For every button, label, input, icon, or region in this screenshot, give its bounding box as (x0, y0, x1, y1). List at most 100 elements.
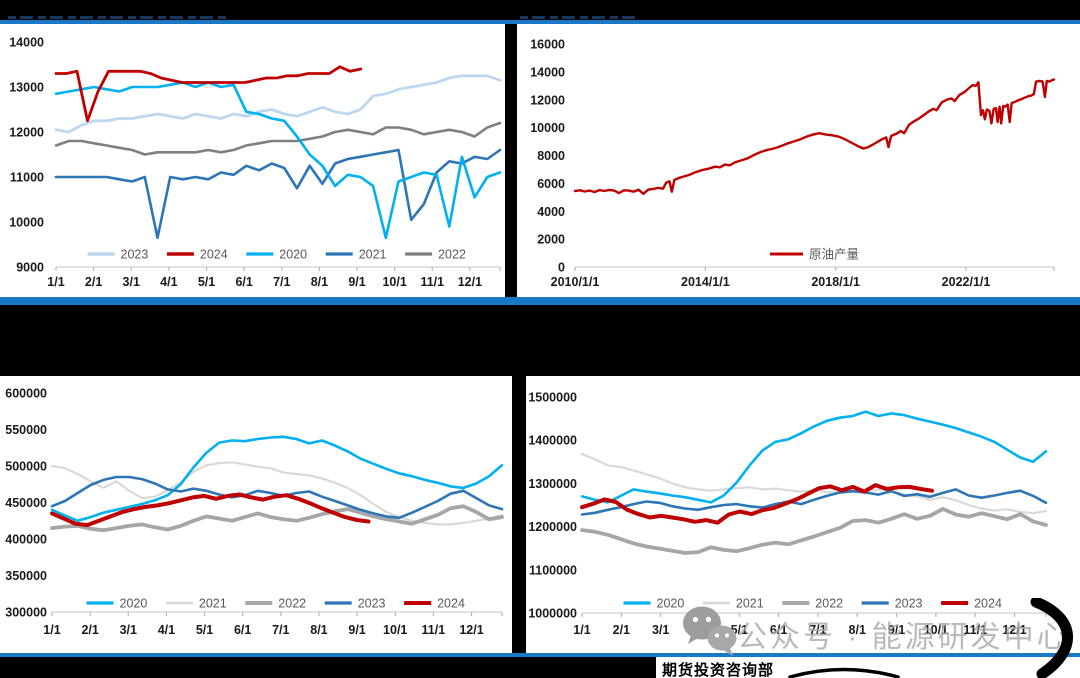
svg-text:12/1: 12/1 (1002, 623, 1026, 637)
svg-text:6/1: 6/1 (234, 623, 251, 637)
line-chart-top-left: 1/1 2/1 3/1 4/1 5/1 6/1 7/1 8/1 9/1 10/1 11/1 12/1 1… (9, 36, 502, 289)
svg-text:12/1: 12/1 (458, 275, 482, 289)
svg-text:550000: 550000 (5, 423, 47, 437)
svg-text:8/1: 8/1 (849, 623, 866, 637)
svg-text:2022/1/1: 2022/1/1 (942, 275, 991, 289)
svg-text:300000: 300000 (5, 606, 47, 620)
middle-black-band (0, 305, 1080, 376)
svg-text:2014/1/1: 2014/1/1 (681, 275, 730, 289)
chart-top-left-seasonal: 1/1 2/1 3/1 4/1 5/1 6/1 7/1 8/1 9/1 10/1 11/1 12/1 1… (0, 24, 505, 297)
divider-vertical-top (505, 24, 517, 297)
svg-text:0: 0 (558, 261, 565, 275)
svg-text:11000: 11000 (10, 171, 44, 185)
svg-text:1300000: 1300000 (528, 477, 577, 491)
watermark-swoosh-bottom (788, 667, 900, 678)
svg-text:1400000: 1400000 (528, 434, 577, 448)
clipped-chart-title-right (520, 16, 640, 19)
svg-text:2024: 2024 (200, 248, 228, 262)
svg-text:1/1: 1/1 (43, 623, 60, 637)
bottom-black-bar (0, 657, 656, 678)
svg-text:8/1: 8/1 (311, 275, 328, 289)
svg-text:9/1: 9/1 (348, 275, 365, 289)
svg-text:10/1: 10/1 (382, 275, 406, 289)
svg-text:500000: 500000 (5, 460, 47, 474)
svg-text:2024: 2024 (974, 597, 1002, 611)
footer-department-label: 期货投资咨询部 (662, 662, 775, 678)
svg-text:450000: 450000 (5, 496, 47, 510)
svg-text:11/1: 11/1 (420, 275, 444, 289)
svg-text:2023: 2023 (358, 597, 386, 611)
svg-text:2021: 2021 (359, 248, 387, 262)
svg-text:2023: 2023 (895, 597, 923, 611)
svg-text:10000: 10000 (530, 121, 565, 135)
svg-text:12000: 12000 (9, 126, 44, 140)
svg-text:600000: 600000 (5, 387, 47, 401)
svg-text:2020: 2020 (279, 248, 307, 262)
chart-bottom-left-seasonal: 1/1 2/1 3/1 4/1 5/1 6/1 7/1 8/1 9/1 10/1 11/1 12/1 6… (0, 376, 512, 653)
svg-text:2/1: 2/1 (81, 623, 98, 637)
svg-text:9000: 9000 (16, 261, 44, 275)
svg-text:2021: 2021 (199, 597, 227, 611)
svg-text:3/1: 3/1 (120, 623, 137, 637)
svg-text:2022: 2022 (278, 597, 306, 611)
svg-text:12000: 12000 (530, 93, 565, 107)
svg-text:6/1: 6/1 (770, 623, 787, 637)
svg-text:1200000: 1200000 (528, 520, 577, 534)
svg-text:2020: 2020 (657, 597, 685, 611)
svg-text:2000: 2000 (537, 233, 565, 247)
svg-text:5/1: 5/1 (196, 623, 213, 637)
line-chart-bottom-right: 1/1 2/1 3/1 4/1 5/1 6/1 7/1 8/1 9/1 10/1 11/1 12/11… (528, 391, 1048, 637)
svg-text:2018/1/1: 2018/1/1 (811, 275, 860, 289)
svg-text:8000: 8000 (537, 149, 565, 163)
svg-text:10/1: 10/1 (924, 623, 948, 637)
chart-top-right-crude-production: 2010/1/1 2014/1/1 2018/1/1 2022/1/1 16000 140… (517, 24, 1080, 297)
svg-text:12/1: 12/1 (459, 623, 483, 637)
svg-text:4/1: 4/1 (691, 623, 708, 637)
svg-text:10000: 10000 (9, 216, 44, 230)
divider-blue-middle (0, 297, 1080, 305)
svg-text:2/1: 2/1 (85, 275, 102, 289)
svg-text:4/1: 4/1 (158, 623, 175, 637)
svg-text:2021: 2021 (736, 597, 764, 611)
svg-text:350000: 350000 (5, 569, 47, 583)
svg-text:6/1: 6/1 (235, 275, 252, 289)
svg-text:1000000: 1000000 (528, 607, 577, 621)
svg-text:11/1: 11/1 (422, 623, 446, 637)
svg-text:6000: 6000 (537, 177, 565, 191)
svg-text:1/1: 1/1 (47, 275, 64, 289)
svg-text:1/1: 1/1 (573, 623, 590, 637)
clipped-chart-title-left (8, 16, 230, 19)
svg-text:13000: 13000 (9, 81, 44, 95)
divider-vertical-bottom (512, 376, 526, 653)
svg-text:2023: 2023 (121, 248, 149, 262)
svg-text:7/1: 7/1 (272, 623, 289, 637)
svg-text:原油产量: 原油产量 (809, 248, 859, 262)
line-chart-top-right: 2010/1/1 2014/1/1 2018/1/1 2022/1/1 16000 140… (530, 38, 1056, 289)
svg-text:14000: 14000 (9, 36, 44, 50)
svg-text:2022: 2022 (438, 248, 466, 262)
line-chart-bottom-left: 1/1 2/1 3/1 4/1 5/1 6/1 7/1 8/1 9/1 10/1 11/1 12/1 6… (5, 387, 504, 637)
svg-text:400000: 400000 (5, 533, 47, 547)
svg-text:10/1: 10/1 (383, 623, 407, 637)
svg-text:9/1: 9/1 (888, 623, 905, 637)
divider-blue-top (0, 20, 1080, 24)
divider-blue-bottom (0, 653, 1080, 657)
watermark-text: 公众号 · 能源研发中心 (737, 621, 1070, 654)
svg-text:5/1: 5/1 (198, 275, 215, 289)
svg-text:1500000: 1500000 (528, 391, 577, 405)
svg-text:2/1: 2/1 (613, 623, 630, 637)
svg-text:9/1: 9/1 (348, 623, 365, 637)
svg-text:2022: 2022 (815, 597, 843, 611)
top-black-bar (0, 0, 1080, 20)
svg-text:3/1: 3/1 (652, 623, 669, 637)
svg-text:2024: 2024 (437, 597, 465, 611)
chart-bottom-right-seasonal: 1/1 2/1 3/1 4/1 5/1 6/1 7/1 8/1 9/1 10/1 11/1 12/1 1… (526, 376, 1080, 653)
svg-text:2010/1/1: 2010/1/1 (551, 275, 600, 289)
svg-text:4/1: 4/1 (160, 275, 177, 289)
svg-text:7/1: 7/1 (809, 623, 826, 637)
svg-text:1100000: 1100000 (529, 563, 577, 577)
svg-text:2020: 2020 (120, 597, 148, 611)
svg-text:4000: 4000 (537, 205, 565, 219)
svg-text:11/1: 11/1 (963, 623, 987, 637)
